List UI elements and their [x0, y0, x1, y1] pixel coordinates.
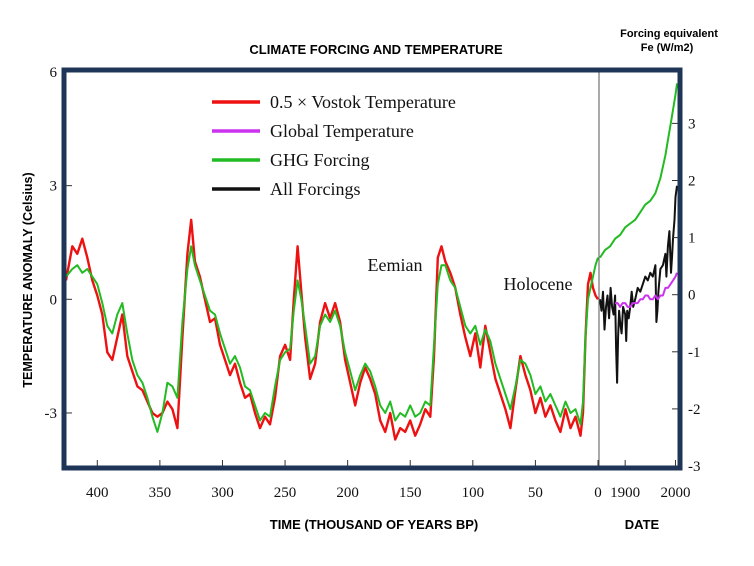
series-line-global-temperature-right — [615, 272, 678, 308]
x-tick-label: 350 — [149, 485, 172, 501]
legend-label: Global Temperature — [270, 121, 414, 141]
annotation-label: Holocene — [504, 274, 573, 294]
x-tick-label: 0 — [594, 485, 602, 501]
y2-tick-label: -2 — [688, 402, 701, 418]
annotation-label: Eemian — [368, 255, 423, 275]
series-line-0-5-vostok-temperature-left — [66, 218, 600, 441]
x-tick-label: 300 — [211, 485, 234, 501]
legend-label: GHG Forcing — [270, 150, 370, 170]
y-tick-label: 3 — [50, 179, 58, 195]
date-tick-label: 1900 — [610, 485, 640, 501]
plot-frame — [61, 67, 683, 471]
y2-tick-label: 3 — [688, 116, 696, 132]
y2-tick-label: -3 — [688, 459, 701, 475]
series-line-all-forcings-right — [599, 185, 678, 384]
x-axis-label: TIME (THOUSAND OF YEARS BP) — [270, 517, 479, 532]
date-tick-label: 2000 — [660, 485, 690, 501]
x-tick-label: 400 — [86, 485, 109, 501]
series-line-ghg-forcing-right — [599, 83, 678, 259]
y-tick-label: 0 — [50, 292, 58, 308]
x-tick-label: 50 — [528, 485, 543, 501]
y2-tick-label: -1 — [688, 345, 701, 361]
y2-tick-label: 0 — [688, 288, 696, 304]
series-line-ghg-forcing-left — [66, 245, 599, 433]
chart-title: CLIMATE FORCING AND TEMPERATURE — [249, 42, 503, 57]
annotations: Eemian Holocene — [368, 255, 573, 294]
x-tick-label: 250 — [274, 485, 297, 501]
y-tick-label: 6 — [50, 65, 58, 81]
y2-tick-label: 2 — [688, 173, 696, 189]
legend-label: 0.5 × Vostok Temperature — [270, 92, 456, 112]
legend-label: All Forcings — [270, 179, 361, 199]
x-axis-label-date: DATE — [625, 517, 660, 532]
x-tick-label: 150 — [399, 485, 422, 501]
y2-label-line1: Forcing equivalent — [620, 28, 718, 40]
y2-label-line2: Fe (W/m2) — [641, 42, 694, 54]
series-layer — [66, 83, 678, 441]
y2-tick-label: 1 — [688, 231, 696, 247]
legend: 0.5 × Vostok Temperature Global Temperatu… — [212, 92, 456, 199]
x-tick-label: 100 — [462, 485, 485, 501]
y-tick-label: -3 — [45, 406, 58, 422]
y-axis-label: TEMPERATURE ANOMALY (Celsius) — [21, 172, 35, 387]
x-tick-label: 200 — [336, 485, 359, 501]
